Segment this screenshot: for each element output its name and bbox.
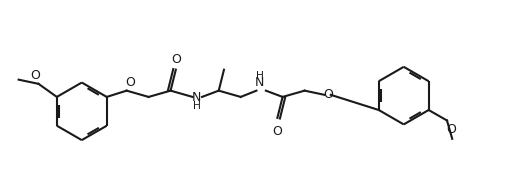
Text: H: H: [193, 101, 201, 111]
Text: N: N: [255, 76, 264, 89]
Text: O: O: [324, 88, 333, 101]
Text: O: O: [125, 76, 135, 89]
Text: O: O: [171, 52, 181, 65]
Text: H: H: [255, 71, 263, 81]
Text: O: O: [272, 125, 282, 138]
Text: N: N: [192, 92, 201, 105]
Text: O: O: [446, 123, 456, 136]
Text: O: O: [30, 69, 40, 82]
